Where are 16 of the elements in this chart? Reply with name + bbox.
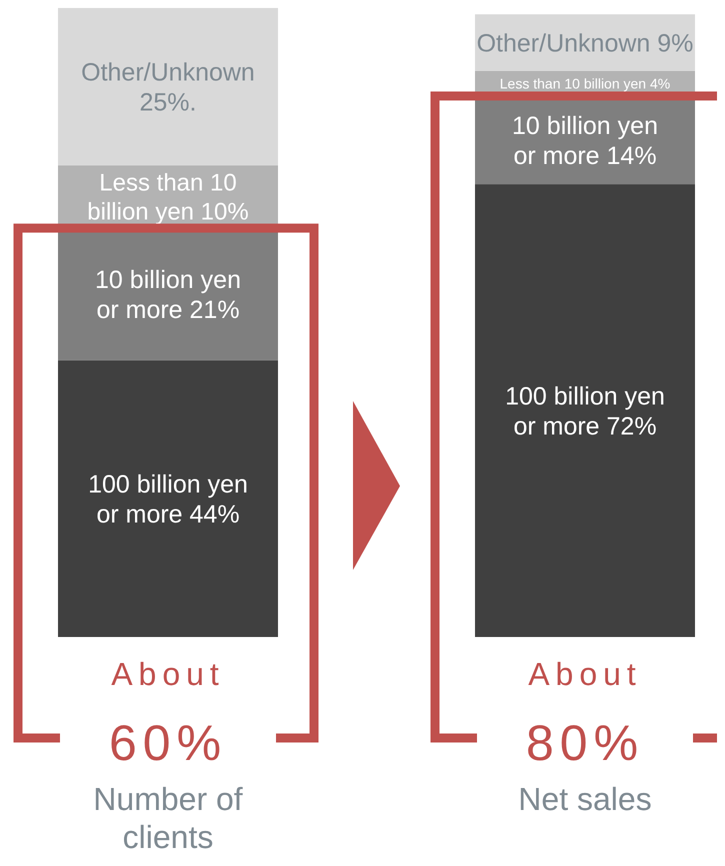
x-tick-label: Number of clients — [93, 781, 243, 855]
bar — [58, 8, 278, 166]
series-label: Other/Unknown — [81, 58, 255, 86]
text: Less than 10 billion yen 10% — [87, 170, 249, 226]
text: About 80% — [526, 656, 644, 771]
bar — [475, 184, 695, 637]
text: 10 billion yen or more 21% — [95, 266, 241, 324]
text: Other/Unknown 9% — [476, 29, 694, 58]
text: 100 billion yen or more 44% — [88, 470, 248, 528]
text: 10 billion yen or more 14% — [512, 112, 658, 170]
text: 100 billion yen or more 72% — [505, 382, 665, 440]
data-label: 25%. — [140, 88, 196, 116]
text: About 60% — [108, 656, 228, 771]
x-tick-label: Net sales — [518, 781, 652, 817]
text: Less than 10 billion yen 4% — [500, 75, 670, 92]
bar — [58, 360, 278, 637]
